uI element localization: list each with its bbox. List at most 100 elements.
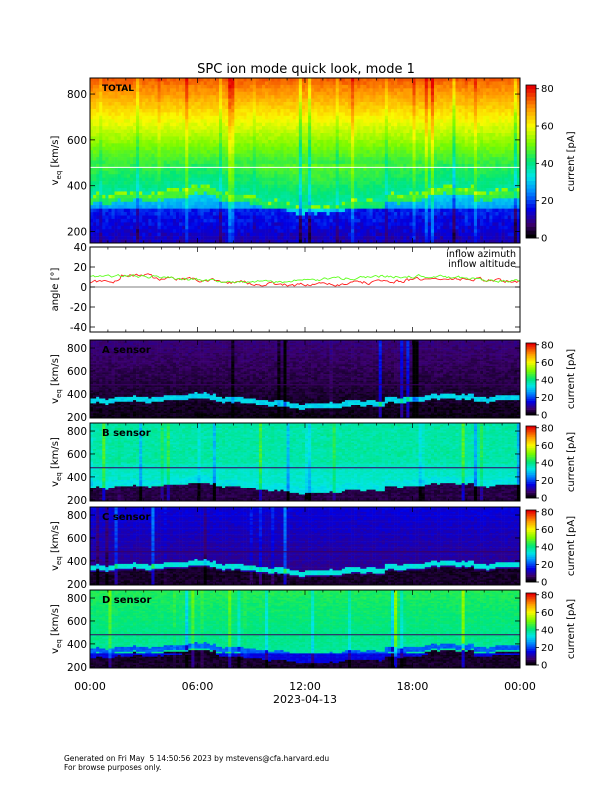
colorbar-tick-label: 0 (541, 661, 547, 672)
legend-entry-1: inflow altitude (448, 259, 516, 270)
y-tick-label: 200 (67, 662, 87, 674)
y-tick-label: -20 (70, 302, 87, 314)
panel-3: B sensor veq [km/s] 0 20 40 60 80 current [pA] 2… (50, 422, 577, 507)
colorbar-tick-label: 0 (541, 494, 547, 505)
panel-4: C sensor veq [km/s] 0 20 40 60 80 current [pA] 2… (50, 506, 577, 591)
y-axis-label: veq [km/s] (50, 354, 63, 404)
y-tick-label: 600 (67, 135, 87, 147)
colorbar-tick-label: 60 (541, 358, 554, 369)
colorbar: 0 20 40 60 80 current [pA] (525, 84, 577, 245)
colorbar-tick-label: 80 (541, 507, 554, 518)
colorbar-tick-label: 0 (541, 234, 547, 245)
y-tick-label: 600 (67, 533, 87, 545)
heatmap-cells (90, 590, 521, 669)
y-tick-label: 600 (67, 616, 87, 628)
colorbar-tick-label: 60 (541, 122, 554, 133)
y-tick-label: 800 (67, 593, 87, 605)
panel-label: TOTAL (102, 84, 134, 94)
colorbar-tick-label: 40 (541, 625, 554, 636)
colorbar-tick-label: 60 (541, 608, 554, 619)
colorbar-tick-label: 20 (541, 560, 554, 571)
y-axis-label: veq [km/s] (50, 136, 63, 186)
colorbar-tick-label: 40 (541, 159, 554, 170)
y-tick-label: 200 (67, 412, 87, 424)
y-axis-label: angle [°] (50, 268, 61, 312)
heatmap-cells (90, 340, 521, 419)
x-tick-label: 18:00 (397, 680, 429, 693)
colorbar-label: current [pA] (566, 599, 577, 659)
colorbar-label: current [pA] (566, 131, 577, 191)
colorbar-tick-label: 60 (541, 525, 554, 536)
colorbar-tick-label: 80 (541, 590, 554, 601)
series-line-0 (89, 273, 521, 287)
colorbar-tick-label: 20 (541, 643, 554, 654)
colorbar-tick-label: 40 (541, 458, 554, 469)
y-tick-label: 800 (67, 510, 87, 522)
colorbar: 0 20 40 60 80 current [pA] (525, 507, 577, 589)
panel-5: D sensor veq [km/s] 0 20 40 60 80 current [pA] 2… (50, 589, 577, 674)
y-axis-label: veq [km/s] (50, 437, 63, 487)
y-tick-label: 200 (67, 495, 87, 507)
x-tick-label: 12:00 (289, 680, 321, 693)
panel-label: D sensor (102, 595, 151, 606)
colorbar-label: current [pA] (566, 516, 577, 576)
y-tick-label: 600 (67, 449, 87, 461)
y-tick-label: 800 (67, 89, 87, 101)
y-tick-label: 40 (74, 242, 87, 254)
y-tick-label: 200 (67, 227, 87, 239)
y-tick-label: 400 (67, 472, 87, 484)
colorbar: 0 20 40 60 80 current [pA] (525, 340, 577, 422)
heatmap-cells (90, 507, 521, 586)
y-tick-label: 400 (67, 389, 87, 401)
colorbar-tick-label: 0 (541, 411, 547, 422)
x-tick-label: 00:00 (74, 680, 106, 693)
colorbar: 0 20 40 60 80 current [pA] (525, 423, 577, 505)
line-panel-background (90, 247, 520, 332)
colorbar-tick-label: 80 (541, 423, 554, 434)
colorbar: 0 20 40 60 80 current [pA] (525, 590, 577, 672)
y-tick-label: 200 (67, 579, 87, 591)
colorbar-tick-label: 0 (541, 578, 547, 589)
colorbar-tick-label: 40 (541, 375, 554, 386)
panel-label: C sensor (102, 512, 150, 523)
x-axis: 00:00 06:00 12:00 18:00 00:00 2023-04-13 (74, 680, 536, 706)
colorbar-tick-label: 60 (541, 441, 554, 452)
panel-0: TOTAL veq [km/s] 0 20 40 60 80 current [pA] 200 4… (50, 77, 577, 245)
colorbar-tick-label: 80 (541, 84, 554, 95)
y-tick-label: 400 (67, 639, 87, 651)
x-axis-date: 2023-04-13 (273, 693, 337, 706)
colorbar-tick-label: 80 (541, 340, 554, 351)
x-tick-label: 06:00 (182, 680, 214, 693)
heatmap-cells (90, 423, 521, 502)
panel-label: A sensor (102, 345, 151, 356)
legend-entry-0: inflow azimuth (446, 249, 516, 260)
y-axis-label: veq [km/s] (50, 604, 63, 654)
y-axis-label: veq [km/s] (50, 521, 63, 571)
y-tick-label: 400 (67, 181, 87, 193)
colorbar-tick-label: 20 (541, 476, 554, 487)
y-tick-label: 800 (67, 343, 87, 355)
y-tick-label: 800 (67, 426, 87, 438)
colorbar-label: current [pA] (566, 432, 577, 492)
x-tick-label: 00:00 (504, 680, 536, 693)
colorbar-tick-label: 20 (541, 393, 554, 404)
panel-2: A sensor veq [km/s] 0 20 40 60 80 current [pA] 2… (50, 339, 577, 424)
colorbar-tick-label: 40 (541, 542, 554, 553)
colorbar-tick-label: 20 (541, 196, 554, 207)
y-tick-label: 600 (67, 366, 87, 378)
y-tick-label: -40 (70, 322, 87, 334)
footer-generated: Generated on Fri May 5 14:50:56 2023 by … (64, 754, 329, 763)
y-tick-label: 400 (67, 556, 87, 568)
figure-title: SPC ion mode quick look, mode 1 (197, 62, 415, 77)
panel-label: B sensor (102, 428, 151, 439)
footer: Generated on Fri May 5 14:50:56 2023 by … (64, 754, 329, 772)
y-tick-label: 20 (74, 262, 87, 274)
footer-browse-note: For browse purposes only. (64, 763, 329, 772)
series-line-1 (90, 273, 521, 284)
colorbar-label: current [pA] (566, 349, 577, 409)
y-tick-label: 0 (80, 282, 87, 294)
heatmap-cells (90, 78, 521, 244)
